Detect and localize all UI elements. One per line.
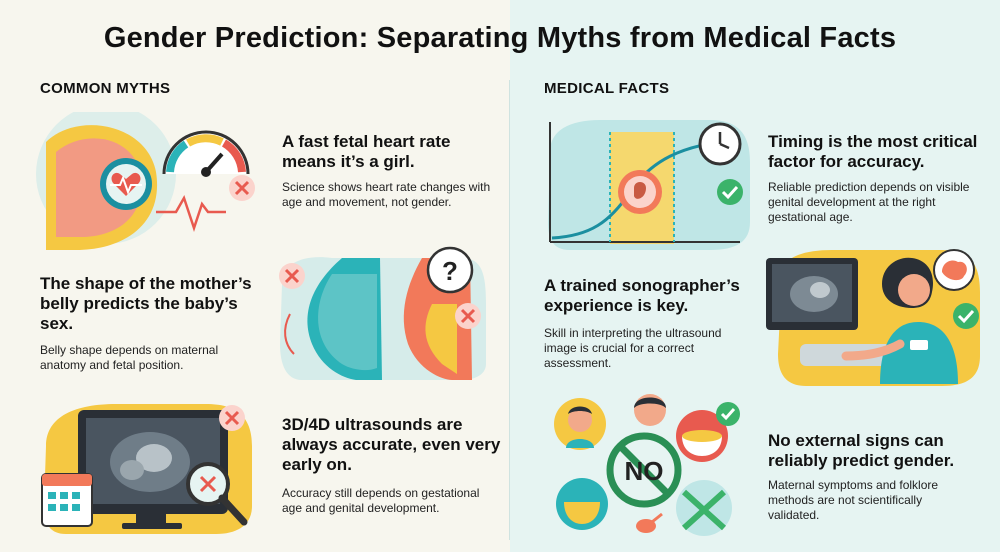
food-bowl-icon <box>676 410 728 462</box>
check-icon <box>953 303 979 329</box>
calendar-icon <box>41 473 93 527</box>
belly-shape-illustration: ? <box>279 246 486 380</box>
sonographer-illustration <box>766 249 980 386</box>
timing-chart-illustration <box>548 120 750 250</box>
question-bubble-icon: ? <box>426 246 474 294</box>
cross-icon <box>455 303 481 329</box>
check-icon <box>716 402 740 426</box>
myth-1-description: Science shows heart rate changes with ag… <box>282 180 491 209</box>
cross-icon <box>219 405 245 431</box>
woman-face-icon <box>634 394 666 426</box>
soup-bowl-icon <box>556 478 608 530</box>
check-icon <box>717 179 743 205</box>
fact-1-description: Reliable prediction depends on visible g… <box>768 180 970 224</box>
clock-icon <box>698 122 742 166</box>
nausea-woman-icon <box>554 398 606 450</box>
fact-2-description: Skill in interpreting the ultrasound ima… <box>544 326 722 370</box>
myth-2-description: Belly shape depends on maternal anatomy … <box>40 343 219 372</box>
fact-1-heading: Timing is the most critical factor for a… <box>768 132 978 171</box>
gauge-icon <box>162 130 250 177</box>
myth-1-heading: A fast fetal heart rate means it’s a gir… <box>282 132 451 171</box>
fact-3-heading: No external signs can reliably predict g… <box>768 431 955 470</box>
crossed-sign-icon <box>676 480 732 536</box>
section-divider <box>509 80 510 540</box>
myths-section-title: COMMON MYTHS <box>40 80 171 97</box>
no-sign-icon: NO <box>606 432 682 508</box>
svg-text:?: ? <box>442 256 458 286</box>
folklore-signs-illustration: NO <box>554 394 740 536</box>
brain-bubble-icon <box>933 249 975 291</box>
heart-rate-illustration <box>36 112 255 250</box>
page-title: Gender Prediction: Separating Myths from… <box>103 22 897 54</box>
ultrasound-3d-illustration <box>41 404 252 534</box>
myth-3-description: Accuracy still depends on gestational ag… <box>282 486 480 515</box>
cross-icon <box>279 263 305 289</box>
myth-2-heading: The shape of the mother’s belly predicts… <box>40 274 252 333</box>
no-sign-text: NO <box>625 456 664 486</box>
myth-3-heading: 3D/4D ultrasounds are always accurate, e… <box>282 415 501 474</box>
cross-icon <box>229 175 255 201</box>
fact-3-description: Maternal symptoms and folklore methods a… <box>768 478 939 522</box>
drumstick-icon <box>636 512 663 533</box>
fact-2-heading: A trained sonographer’s experience is ke… <box>544 276 740 315</box>
facts-section-title: MEDICAL FACTS <box>544 80 670 97</box>
magnifier-icon <box>186 462 248 526</box>
